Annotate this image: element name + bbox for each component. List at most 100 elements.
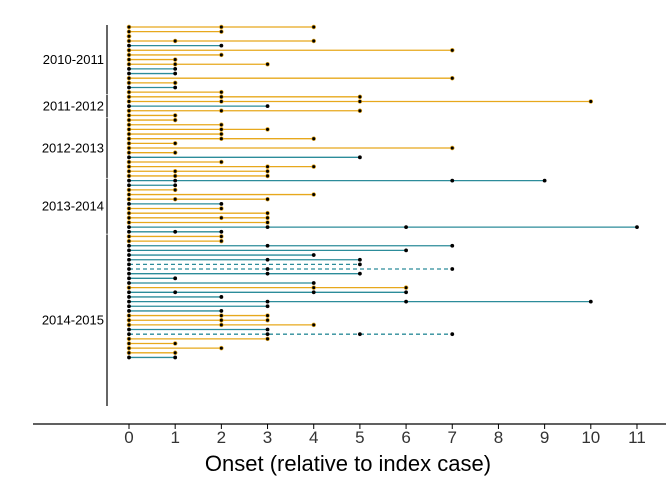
series-point-13-2	[172, 80, 178, 86]
x-tick-label-8: 8	[494, 428, 503, 447]
series-point-53-3	[450, 267, 455, 271]
season-label-4: 2013-2014	[42, 199, 104, 214]
series-point-53-2	[265, 267, 270, 271]
series-point-59-2	[219, 295, 224, 299]
series-point-64-1	[126, 317, 132, 323]
series-point-38-3	[265, 196, 270, 202]
series-point-52-1	[127, 262, 131, 267]
series-point-19-2	[219, 108, 224, 114]
series-point-32-1	[126, 169, 132, 174]
series-point-40-1	[126, 206, 132, 211]
series-point-28-2	[172, 150, 178, 155]
series-point-67-4	[450, 332, 455, 337]
series-point-4-3	[311, 38, 316, 44]
series-point-35-2	[173, 183, 178, 188]
series-point-48-1	[127, 243, 131, 248]
series-point-8-2	[172, 57, 178, 62]
series-point-21-1	[126, 117, 132, 123]
series-point-42-1	[126, 215, 132, 221]
series-point-36-2	[172, 187, 178, 193]
series-point-57-3	[403, 285, 409, 290]
series-point-55-1	[127, 276, 131, 281]
series-layer	[129, 26, 637, 359]
series-point-67-2	[265, 332, 270, 337]
series-point-29-1	[127, 155, 131, 160]
series-point-31-1	[126, 164, 132, 169]
series-point-49-2	[404, 248, 408, 253]
series-point-46-2	[219, 234, 224, 239]
series-point-23-1	[126, 127, 132, 132]
series-point-24-2	[219, 131, 224, 137]
x-tick-label-3: 3	[263, 428, 272, 447]
x-tick-label-11: 11	[628, 428, 646, 447]
x-tick-label-6: 6	[401, 428, 410, 447]
x-tick-label-9: 9	[540, 428, 549, 447]
series-point-30-1	[126, 159, 132, 165]
series-point-28-1	[126, 150, 132, 155]
series-point-53-1	[127, 267, 131, 271]
series-point-51-1	[127, 257, 131, 262]
x-axis-title: Onset (relative to index case)	[205, 451, 491, 476]
series-point-7-1	[126, 52, 132, 58]
series-point-34-3	[450, 178, 455, 183]
series-point-32-3	[265, 169, 270, 174]
series-point-29-2	[358, 155, 362, 160]
series-point-1-1	[126, 24, 132, 30]
series-point-38-2	[172, 196, 178, 202]
series-point-12-2	[450, 75, 455, 81]
series-point-15-2	[219, 89, 224, 95]
series-point-54-3	[358, 271, 362, 276]
series-point-27-1	[126, 145, 132, 151]
series-point-44-2	[265, 225, 270, 230]
series-point-31-3	[311, 164, 316, 169]
series-point-62-2	[219, 309, 224, 313]
series-point-58-2	[173, 290, 178, 295]
series-point-7-2	[219, 52, 224, 58]
series-point-16-3	[357, 94, 363, 100]
series-point-22-1	[126, 122, 132, 127]
series-point-11-1	[127, 71, 131, 76]
series-point-60-3	[404, 299, 408, 304]
series-point-68-2	[265, 336, 270, 342]
series-point-41-1	[126, 210, 132, 216]
season-label-3: 2012-2013	[42, 141, 104, 156]
series-point-67-1	[127, 332, 131, 337]
series-point-4-2	[172, 38, 178, 44]
series-point-17-2	[219, 99, 224, 104]
series-point-44-4	[635, 225, 639, 230]
series-point-20-1	[126, 113, 132, 118]
series-point-45-1	[127, 229, 131, 234]
series-point-9-1	[126, 61, 132, 67]
series-point-49-1	[127, 248, 131, 253]
series-point-43-2	[265, 220, 270, 225]
series-point-50-2	[311, 253, 316, 257]
series-point-14-1	[127, 85, 131, 90]
series-point-57-1	[126, 285, 132, 290]
series-point-3-2	[126, 34, 132, 39]
series-point-19-1	[126, 108, 132, 114]
series-point-34-1	[127, 178, 131, 183]
series-point-18-1	[127, 104, 131, 109]
series-point-51-2	[265, 257, 270, 262]
series-point-63-1	[126, 313, 132, 318]
series-point-4-1	[126, 38, 132, 44]
series-point-17-1	[126, 99, 132, 104]
x-tick-label-0: 0	[124, 428, 133, 447]
series-point-23-2	[219, 127, 224, 132]
series-point-9-2	[172, 61, 178, 67]
series-point-55-2	[173, 276, 178, 281]
series-point-72-2	[173, 355, 178, 360]
series-point-22-2	[219, 122, 224, 127]
season-layer: 2010-2011 2011-2012 2012-2013 2013-2014 2014…	[42, 25, 108, 406]
series-point-35-1	[127, 183, 131, 188]
series-point-48-3	[450, 243, 455, 248]
series-point-15-1	[126, 89, 132, 95]
series-point-51-3	[358, 257, 362, 262]
series-point-56-2	[311, 281, 316, 285]
series-point-70-1	[126, 345, 132, 351]
series-point-11-2	[173, 71, 178, 76]
season-label-5: 2014-2015	[42, 313, 104, 328]
series-point-56-1	[127, 281, 131, 285]
